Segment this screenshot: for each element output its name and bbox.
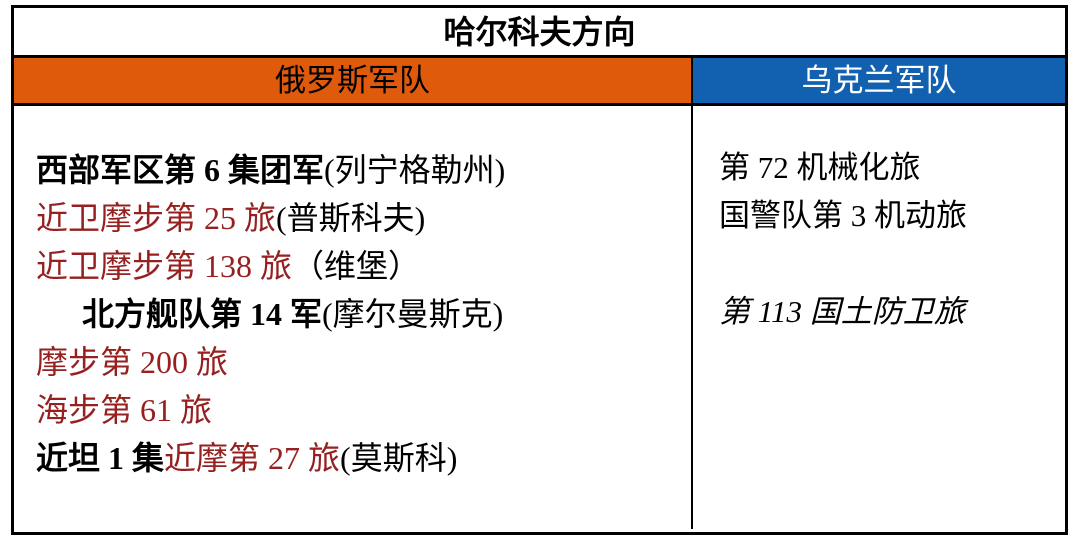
unit-line: 摩步第 200 旅 (36, 338, 691, 386)
unit-text-segment: 近坦 1 集 (36, 440, 165, 476)
faction-body-row: 西部军区第 6 集团军(列宁格勒州) 近卫摩步第 25 旅(普斯科夫) 近卫摩步第 … (14, 106, 1065, 529)
unit-text-segment: (莫斯科) (340, 440, 458, 476)
unit-line: 近卫摩步第 25 旅(普斯科夫) (36, 194, 691, 242)
page-title: 哈尔科夫方向 (443, 13, 636, 50)
unit-line: 北方舰队第 14 军(摩尔曼斯克) (36, 290, 691, 338)
unit-line: 近坦 1 集近摩第 27 旅(莫斯科) (36, 434, 691, 482)
unit-text-segment: （维堡） (292, 248, 421, 284)
unit-text-segment: 第 113 国土防卫旅 (719, 294, 965, 329)
unit-line-spacer (719, 240, 1065, 288)
unit-text-segment: 近摩第 27 旅 (164, 440, 341, 476)
unit-text-segment: 近卫摩步第 25 旅 (36, 200, 277, 236)
table-title-row: 哈尔科夫方向 (14, 8, 1065, 58)
unit-text-segment: 海步第 61 旅 (36, 392, 213, 428)
unit-text-segment: 近卫摩步第 138 旅 (36, 248, 293, 284)
unit-line: 第 113 国土防卫旅 (719, 288, 1065, 336)
unit-text-segment: (列宁格勒州) (324, 152, 506, 188)
unit-text-segment: 北方舰队第 14 军 (82, 296, 323, 332)
unit-line: 第 72 机械化旅 (719, 144, 1065, 192)
unit-line: 国警队第 3 机动旅 (719, 192, 1065, 240)
unit-text-segment: (普斯科夫) (276, 200, 426, 236)
order-of-battle-table: 哈尔科夫方向 俄罗斯军队 乌克兰军队 西部军区第 6 集团军(列宁格勒州) 近卫摩… (11, 5, 1068, 535)
unit-text-segment: (摩尔曼斯克) (322, 296, 504, 332)
ukraine-unit-list: 第 72 机械化旅国警队第 3 机动旅 第 113 国土防卫旅 (693, 106, 1065, 529)
unit-line: 海步第 61 旅 (36, 386, 691, 434)
unit-line: 西部军区第 6 集团军(列宁格勒州) (36, 146, 691, 194)
faction-header-russia: 俄罗斯军队 (14, 58, 693, 103)
unit-text-segment: 第 72 机械化旅 (719, 150, 921, 185)
unit-text-segment: 西部军区第 6 集团军 (36, 152, 325, 188)
faction-header-ukraine: 乌克兰军队 (693, 58, 1065, 103)
faction-header-row: 俄罗斯军队 乌克兰军队 (14, 58, 1065, 106)
faction-header-ukraine-label: 乌克兰军队 (801, 63, 957, 98)
unit-text-segment: 国警队第 3 机动旅 (719, 198, 967, 233)
faction-header-russia-label: 俄罗斯军队 (275, 63, 430, 98)
unit-text-segment: 摩步第 200 旅 (36, 344, 229, 380)
russia-unit-list: 西部军区第 6 集团军(列宁格勒州) 近卫摩步第 25 旅(普斯科夫) 近卫摩步第 … (14, 106, 693, 529)
unit-line: 近卫摩步第 138 旅（维堡） (36, 242, 691, 290)
